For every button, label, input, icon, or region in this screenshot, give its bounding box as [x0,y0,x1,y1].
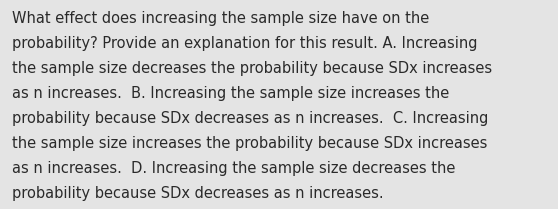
Text: as n increases.  B. Increasing the sample size increases the: as n increases. B. Increasing the sample… [12,86,450,101]
Text: What effect does increasing the sample size have on the: What effect does increasing the sample s… [12,11,430,27]
Text: probability? Provide an explanation for this result. A. Increasing: probability? Provide an explanation for … [12,36,478,51]
Text: the sample size increases the probability because SDx increases: the sample size increases the probabilit… [12,136,488,151]
Text: probability because SDx decreases as n increases.  C. Increasing: probability because SDx decreases as n i… [12,111,489,126]
Text: probability because SDx decreases as n increases.: probability because SDx decreases as n i… [12,186,384,201]
Text: as n increases.  D. Increasing the sample size decreases the: as n increases. D. Increasing the sample… [12,161,456,176]
Text: the sample size decreases the probability because SDx increases: the sample size decreases the probabilit… [12,61,492,76]
